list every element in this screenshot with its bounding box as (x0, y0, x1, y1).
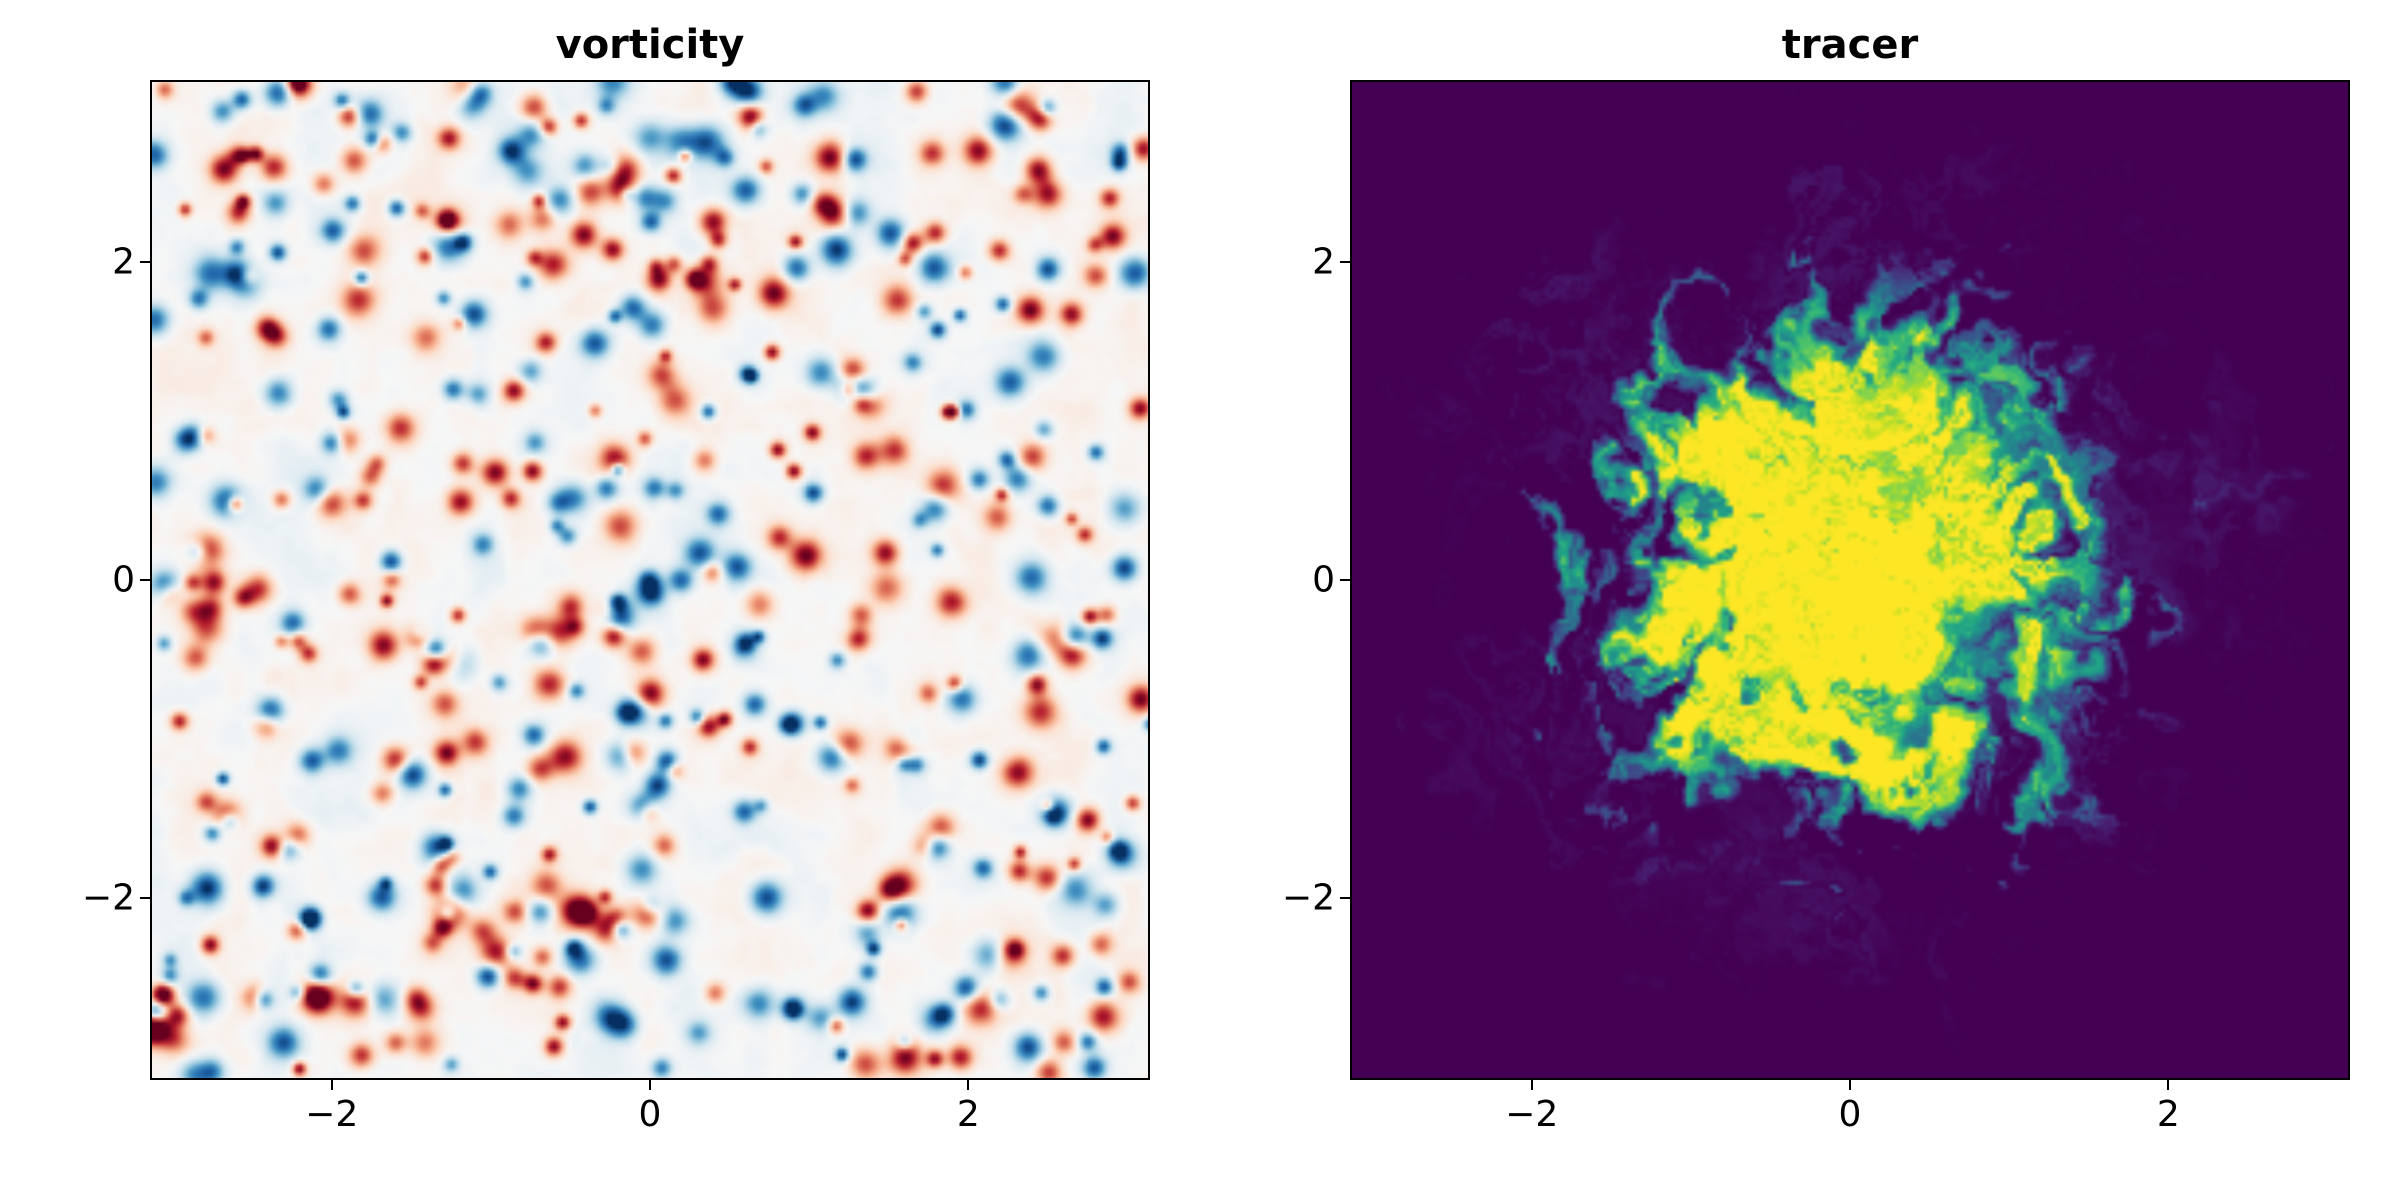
xtick-label: 2 (2157, 1094, 2180, 1135)
figure: vorticity −2 0 2 −2 0 2 tracer −2 0 2 −2… (0, 0, 2400, 1200)
xtick-label: −2 (1505, 1094, 1558, 1135)
xtick-label: 2 (957, 1094, 980, 1135)
axes-box-tracer (1350, 80, 2350, 1080)
xtick-label: 0 (639, 1094, 662, 1135)
ytick-label: 0 (60, 560, 135, 601)
ytick-label: 2 (60, 241, 135, 282)
xtick-label: −2 (305, 1094, 358, 1135)
ytick-label: 2 (1260, 241, 1335, 282)
xtick-label: 0 (1839, 1094, 1862, 1135)
title-tracer: tracer (1350, 22, 2350, 68)
axes-box-vorticity (150, 80, 1150, 1080)
ytick-label: −2 (60, 878, 135, 919)
ytick-label: −2 (1260, 878, 1335, 919)
ytick-label: 0 (1260, 560, 1335, 601)
title-vorticity: vorticity (150, 22, 1150, 68)
